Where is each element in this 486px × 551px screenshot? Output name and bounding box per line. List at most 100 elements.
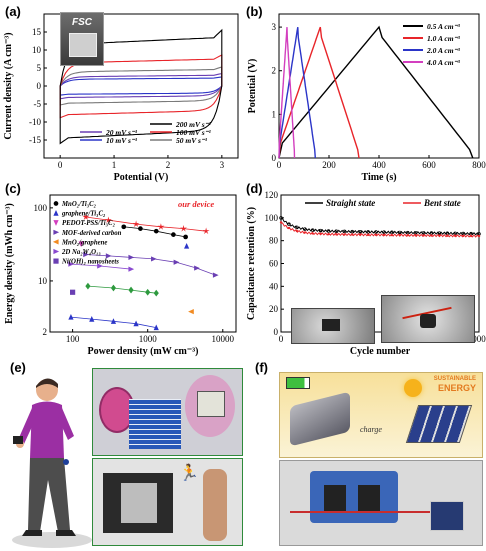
x-axis-label: Cycle number (350, 346, 411, 357)
ragone-point-9-3 (133, 320, 139, 327)
y-tick-label: 10 (38, 276, 48, 286)
ragone-point-9-4 (153, 324, 159, 331)
y-tick-label: 2 (272, 66, 277, 76)
panel-a: (a) 0 1 2 3 -15 -10 -5 0 5 10 15 Potential (V) Curre… (0, 0, 243, 185)
retention-point-1-22 (454, 234, 457, 238)
circuit-board-icon (310, 471, 398, 523)
legend-label-c-1: MnO₂/Ti₃C₂ (61, 201, 97, 208)
x-tick-label: 800 (472, 160, 486, 170)
ragone-point-0-1 (105, 216, 112, 223)
ragone-point-4-2 (128, 254, 135, 260)
retention-point-1-10 (359, 233, 362, 236)
cv-loop-series-2 (59, 66, 223, 106)
our-device-annotation: our device (178, 199, 214, 209)
retention-point-0-17 (413, 230, 418, 235)
ragone-point-8-3 (145, 288, 151, 296)
y-tick-label: 20 (269, 304, 279, 314)
legend-label-c-4: MOF-derived carbon (61, 230, 122, 237)
retention-point-1-24 (469, 234, 473, 238)
retention-point-0-6 (326, 229, 331, 233)
ragone-point-1-3 (171, 232, 176, 237)
y-tick-label: 80 (269, 236, 279, 246)
ragone-point-0-0 (82, 213, 90, 220)
retention-point-0-5 (318, 228, 323, 233)
wearable-strap-icon (103, 473, 173, 533)
pet-screen-icon (185, 375, 235, 437)
leg-icon (203, 469, 227, 541)
solar-cell-icon (430, 501, 464, 531)
ragone-point-7-0 (70, 289, 76, 295)
chart-b: 0 200 400 600 800 0 1 2 3 Time (s) Potential (V) 0.… (247, 13, 486, 183)
legend-marker-c-4 (53, 229, 60, 235)
retention-point-0-13 (382, 230, 386, 234)
ragone-point-8-1 (110, 284, 117, 292)
legend-marker-c-2 (53, 209, 59, 216)
x-tick-label: 0 (279, 334, 284, 344)
sun-icon (404, 379, 422, 397)
panel-c-label: (c) (5, 181, 21, 196)
legend-label-c-6: 2D Na₂W₄O₁₃ (61, 249, 101, 256)
y-tick-label: 3 (272, 22, 277, 32)
retention-point-0-4 (310, 228, 315, 232)
cv-loop-series-0 (59, 76, 223, 96)
legend-label-b-2: 2.0 A cm⁻³ (426, 46, 461, 55)
legend-marker-c-1 (53, 201, 59, 206)
retention-point-1-9 (351, 233, 354, 236)
panel-e-label: (e) (10, 360, 26, 375)
y-tick-label: 2 (43, 327, 48, 337)
legend-label-c-5: MnO₂/graphene (61, 239, 107, 246)
legend-label-b-1: 1.0 A cm⁻³ (427, 34, 461, 43)
chart-a: 0 1 2 3 -15 -10 -5 0 5 10 15 Potential (V) Current d… (3, 13, 239, 183)
x-tick-label: 10000 (212, 334, 235, 344)
ragone-line-0 (85, 216, 207, 232)
retention-point-0-1 (287, 222, 291, 226)
legend-marker-c-7 (53, 258, 59, 264)
ragone-point-9-2 (110, 318, 117, 324)
y-axis-label: Current density (A cm⁻³) (3, 32, 14, 139)
retention-point-1-21 (446, 234, 449, 237)
ragone-point-0-5 (202, 227, 210, 235)
retention-point-0-15 (398, 230, 402, 235)
ragone-point-1-0 (121, 224, 127, 230)
legend-label-b-3: 4.0 A cm⁻³ (426, 58, 461, 67)
ragone-point-0-2 (132, 220, 140, 227)
retention-point-1-17 (414, 234, 417, 237)
legend-label-c-7: Ni(OH)₂ nanosheets (61, 259, 119, 266)
x-tick-label: 0 (58, 160, 63, 170)
panel-d-label: (d) (246, 181, 263, 196)
y-tick-label: 120 (265, 190, 279, 200)
photo-straight-state (291, 308, 375, 344)
retention-point-1-19 (430, 234, 433, 237)
retention-point-1-11 (366, 233, 370, 237)
panel-f-label: (f) (255, 360, 268, 375)
retention-point-1-20 (438, 234, 441, 237)
cv-loop-series-4 (59, 28, 223, 145)
retention-point-1-23 (461, 234, 465, 238)
y-tick-label: -5 (34, 99, 42, 109)
sustainable-label: SUSTAINABLE (433, 376, 476, 382)
y-tick-label: 0 (37, 81, 42, 91)
battery-icon (286, 377, 310, 389)
photo-solar-charging (279, 460, 483, 546)
panel-d: (d) 020004000600080001000002040608010012… (243, 181, 486, 360)
retention-point-0-18 (421, 231, 426, 235)
legend-label-a-2: 100 mV s⁻¹ (176, 128, 211, 137)
fsc-device-icon (69, 33, 97, 57)
panel-f: (f) SUSTAINABLE ENERGY charge (243, 360, 486, 551)
retention-point-1-12 (374, 233, 378, 237)
retention-point-1-3 (303, 231, 306, 234)
y-tick-label: 100 (34, 203, 48, 213)
retention-point-1-18 (422, 234, 425, 237)
ragone-point-5-0 (188, 309, 194, 315)
y-tick-label: 15 (32, 27, 42, 37)
retention-point-1-1 (287, 226, 291, 230)
ragone-point-8-2 (128, 286, 134, 294)
retention-point-0-3 (303, 227, 307, 231)
photo-bent-state (381, 295, 475, 343)
ragone-point-8-0 (85, 282, 91, 290)
panel-b: (b) 0 200 400 600 800 0 1 2 3 Time (s) Potential (… (243, 0, 486, 185)
retention-series-0 (280, 218, 480, 236)
cv-loop-series-1 (59, 72, 223, 100)
x-tick-label: 1000 (139, 334, 158, 344)
y-tick-label: 40 (269, 281, 279, 291)
